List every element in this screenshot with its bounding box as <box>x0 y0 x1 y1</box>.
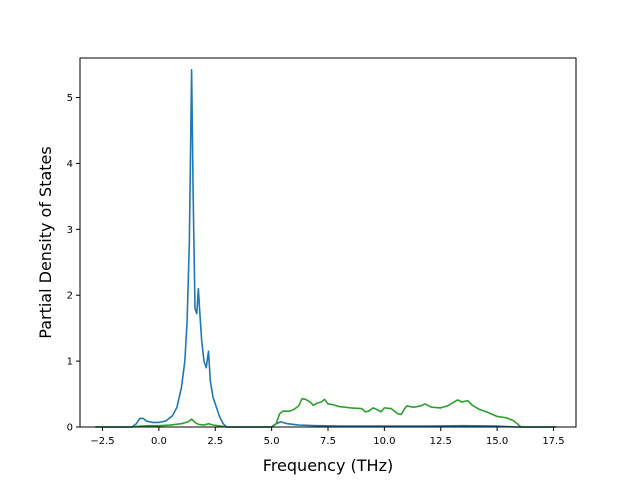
x-axis-title: Frequency (THz) <box>263 456 393 475</box>
y-tick-label: 5 <box>67 93 73 104</box>
x-tick-label: 7.5 <box>320 436 336 447</box>
y-tick-label: 0 <box>67 423 73 434</box>
y-tick-label: 3 <box>67 225 73 236</box>
series-layer <box>94 69 557 428</box>
x-tick-label: 2.5 <box>207 436 223 447</box>
y-tick-label: 2 <box>67 291 73 302</box>
y-tick-label: 4 <box>67 159 73 170</box>
x-tick-label: 15.0 <box>486 436 508 447</box>
x-tick-label: −2.5 <box>90 436 114 447</box>
y-axis: 0 1 2 3 4 5 <box>67 93 80 434</box>
y-axis-title: Partial Density of States <box>36 146 55 338</box>
x-axis: −2.5 0.0 2.5 5.0 7.5 10.0 12.5 15.0 17.5 <box>90 427 565 447</box>
x-tick-label: 0.0 <box>151 436 167 447</box>
series-line-1 <box>94 69 557 428</box>
x-tick-label: 12.5 <box>430 436 452 447</box>
y-tick-label: 1 <box>67 357 73 368</box>
x-tick-label: 10.0 <box>373 436 395 447</box>
x-tick-label: 17.5 <box>542 436 564 447</box>
series-line-2 <box>94 397 557 428</box>
x-tick-label: 5.0 <box>264 436 280 447</box>
